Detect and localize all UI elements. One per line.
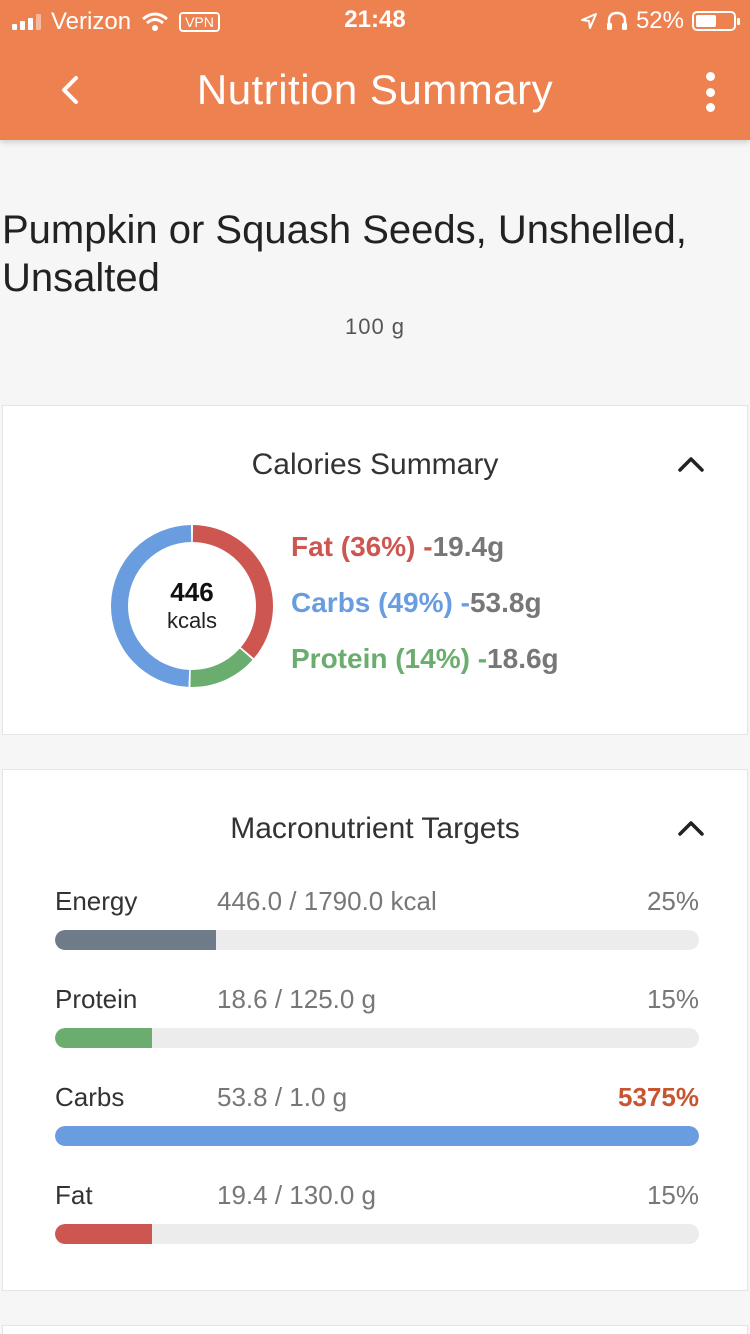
calories-legend: Fat (36%) -19.4g Carbs (49%) -53.8g Prot…: [291, 531, 559, 699]
chevron-left-icon: [62, 76, 78, 104]
donut-slice-protein: [190, 648, 253, 687]
location-icon: [580, 13, 597, 29]
nutrient-percent: 5375%: [618, 1082, 699, 1112]
total-calories: 446: [170, 577, 214, 607]
macronutrient-targets-card: Macronutrient Targets Energy 446.0 / 179…: [2, 769, 748, 1291]
progress-fill: [55, 930, 216, 950]
legend-protein-value: 18.6g: [487, 643, 559, 674]
progress-track: [55, 930, 699, 950]
donut-slice-fat: [192, 525, 273, 659]
status-left: Verizon VPN: [12, 8, 220, 36]
nutrient-amount: 19.4 / 130.0 g: [217, 1180, 377, 1210]
more-options-button[interactable]: [700, 72, 720, 112]
chevron-up-icon: [678, 821, 704, 836]
carrier-label: Verizon: [51, 8, 132, 35]
nutrient-name: Carbs: [55, 1082, 125, 1112]
macronutrient-targets-title: Macronutrient Targets: [230, 812, 520, 845]
more-vertical-icon: [705, 72, 715, 81]
legend-fat: Fat (36%) -19.4g: [291, 531, 559, 587]
progress-fill: [55, 1028, 152, 1048]
legend-protein: Protein (14%) -18.6g: [291, 643, 559, 699]
legend-fat-value: 19.4g: [432, 531, 505, 562]
headphones-icon: [606, 11, 627, 30]
nutrient-amount: 446.0 / 1790.0 kcal: [217, 886, 437, 916]
calories-unit: kcals: [166, 608, 218, 633]
serving-size: 100 g: [344, 314, 406, 339]
legend-carbs: Carbs (49%) -53.8g: [291, 587, 559, 643]
legend-protein-separator: -: [469, 643, 488, 674]
app-header: Verizon VPN 21:48 52%: [0, 0, 750, 140]
nutrient-percent: 15%: [646, 1180, 699, 1210]
calories-donut-chart: 446 kcals: [109, 523, 275, 689]
nutrient-percent: 25%: [646, 886, 699, 916]
collapse-macros-button[interactable]: [677, 818, 705, 838]
progress-track: [55, 1028, 699, 1048]
nutrient-row-fat: Fat 19.4 / 130.0 g 15%: [55, 1180, 699, 1250]
progress-fill: [55, 1224, 152, 1244]
donut-slice-carbs: [110, 525, 192, 687]
battery-icon: [692, 11, 740, 31]
food-name: Pumpkin or Squash Seeds, Unshelled, Unsa…: [2, 208, 687, 300]
status-bar: Verizon VPN 21:48 52%: [0, 0, 750, 40]
collapse-calories-button[interactable]: [677, 454, 705, 474]
nutrient-amount: 18.6 / 125.0 g: [217, 984, 377, 1014]
vpn-badge: VPN: [179, 12, 220, 32]
nutrient-row-energy: Energy 446.0 / 1790.0 kcal 25%: [55, 886, 699, 956]
back-button[interactable]: [50, 68, 90, 112]
legend-fat-label: Fat (36%): [291, 531, 416, 562]
status-time: 21:48: [344, 6, 406, 33]
progress-track: [55, 1126, 699, 1146]
calories-summary-card: Calories Summary 446 kcals Fat (36%) -19…: [2, 405, 748, 735]
legend-protein-label: Protein (14%): [291, 643, 470, 674]
nutrient-amount: 53.8 / 1.0 g: [217, 1082, 348, 1112]
signal-icon: [12, 14, 41, 30]
progress-track: [55, 1224, 699, 1244]
nutrient-row-protein: Protein 18.6 / 125.0 g 15%: [55, 984, 699, 1054]
nutrient-name: Energy: [55, 886, 138, 916]
nutrient-name: Fat: [55, 1180, 93, 1210]
progress-fill: [55, 1126, 699, 1146]
nutrient-row-carbs: Carbs 53.8 / 1.0 g 5375%: [55, 1082, 699, 1152]
calories-summary-title: Calories Summary: [251, 448, 499, 481]
nutrient-name: Protein: [55, 984, 138, 1014]
legend-carbs-value: 53.8g: [469, 587, 542, 618]
nav-bar: Nutrition Summary: [0, 40, 750, 140]
battery-percent: 52%: [635, 7, 684, 34]
nutrient-percent: 15%: [646, 984, 699, 1014]
wifi-icon: [142, 12, 169, 31]
chevron-up-icon: [678, 457, 704, 472]
legend-carbs-separator: -: [452, 587, 470, 618]
status-right: 52%: [580, 7, 740, 35]
next-card: [2, 1325, 748, 1334]
page-title: Nutrition Summary: [196, 66, 554, 113]
legend-fat-separator: -: [415, 531, 433, 562]
legend-carbs-label: Carbs (49%): [291, 587, 453, 618]
